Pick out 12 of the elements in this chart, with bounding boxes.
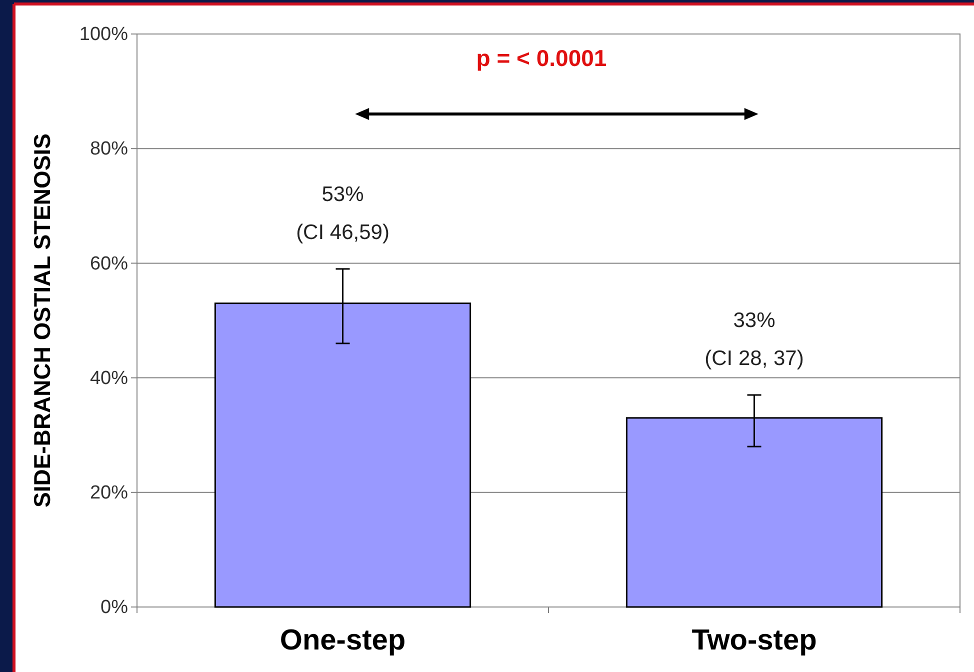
y-tick-label: 20% [90, 482, 128, 504]
y-tick-label: 80% [90, 138, 128, 160]
y-tick-label: 100% [79, 24, 128, 46]
x-tick-label: One-step [280, 624, 406, 657]
y-tick-label: 60% [90, 253, 128, 274]
data-label: 53% (CI 46,59) [296, 182, 390, 244]
y-tick-label: 0% [100, 597, 128, 618]
annotation: p = < 0.0001 [476, 45, 607, 71]
y-tick-label: 40% [90, 368, 128, 389]
data-label: 33% (CI 28, 37) [704, 308, 804, 370]
y-axis-title: SIDE-BRANCH OSTIAL STENOSIS [29, 134, 55, 508]
x-tick-label: Two-step [692, 624, 817, 657]
